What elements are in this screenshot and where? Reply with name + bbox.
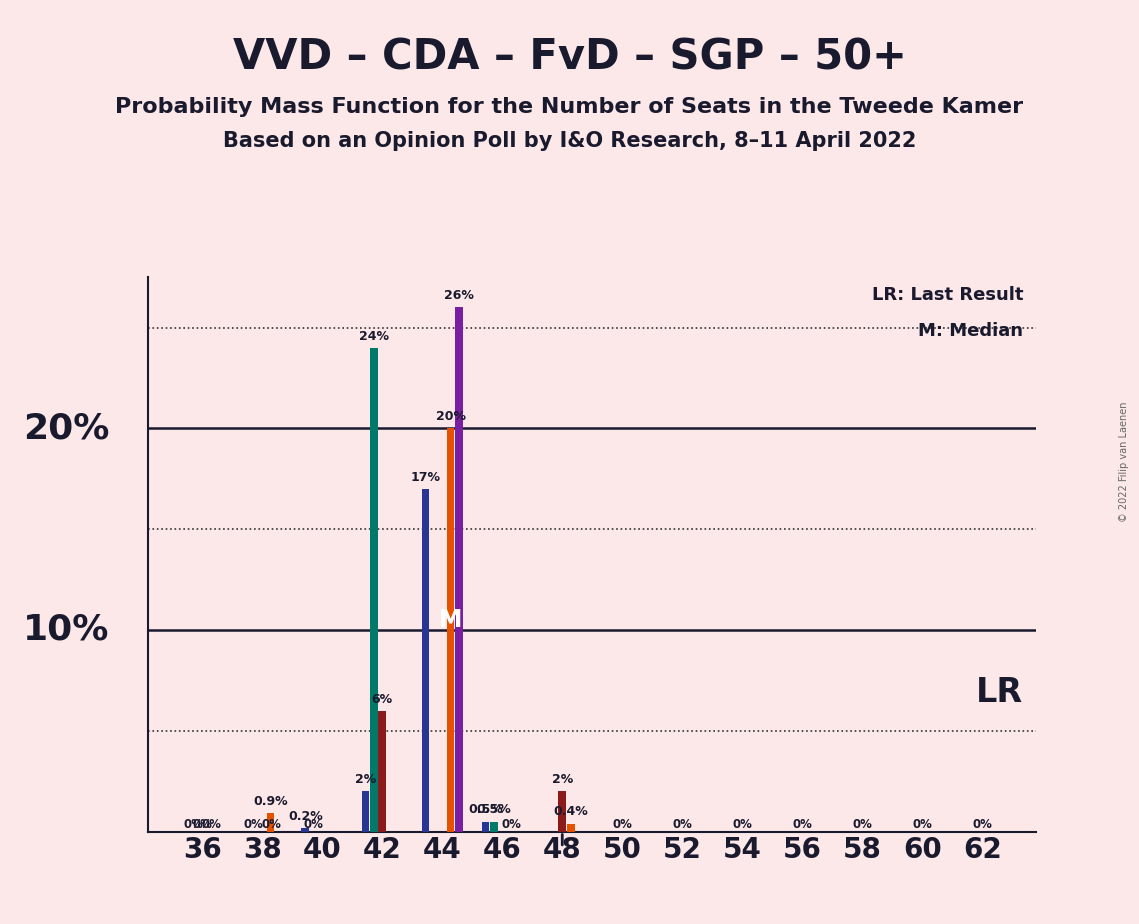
Bar bbox=[302, 828, 309, 832]
Text: 0%: 0% bbox=[303, 818, 323, 831]
Text: VVD – CDA – FvD – SGP – 50+: VVD – CDA – FvD – SGP – 50+ bbox=[232, 37, 907, 79]
Text: 20%: 20% bbox=[23, 411, 109, 445]
Text: 0%: 0% bbox=[501, 818, 522, 831]
Bar bbox=[567, 823, 574, 832]
Text: 17%: 17% bbox=[410, 471, 441, 484]
Text: 0%: 0% bbox=[912, 818, 933, 831]
Bar bbox=[482, 821, 490, 832]
Text: 0.2%: 0.2% bbox=[288, 809, 322, 822]
Text: 2%: 2% bbox=[354, 773, 376, 786]
Bar bbox=[267, 813, 274, 832]
Text: 24%: 24% bbox=[359, 330, 388, 343]
Text: 0%: 0% bbox=[793, 818, 812, 831]
Text: 26%: 26% bbox=[444, 289, 474, 302]
Bar bbox=[446, 429, 454, 832]
Text: 6%: 6% bbox=[371, 693, 393, 706]
Text: M: M bbox=[439, 608, 462, 632]
Text: © 2022 Filip van Laenen: © 2022 Filip van Laenen bbox=[1120, 402, 1129, 522]
Text: 0%: 0% bbox=[672, 818, 693, 831]
Text: 0%: 0% bbox=[613, 818, 632, 831]
Bar bbox=[370, 347, 378, 832]
Text: 0.5%: 0.5% bbox=[468, 804, 502, 817]
Text: Based on an Opinion Poll by I&O Research, 8–11 April 2022: Based on an Opinion Poll by I&O Research… bbox=[223, 131, 916, 152]
Bar bbox=[558, 791, 566, 832]
Text: 2%: 2% bbox=[551, 773, 573, 786]
Text: 0.9%: 0.9% bbox=[253, 796, 288, 808]
Bar bbox=[378, 711, 386, 832]
Text: M: Median: M: Median bbox=[918, 322, 1023, 339]
Text: LR: Last Result: LR: Last Result bbox=[871, 286, 1023, 303]
Text: Probability Mass Function for the Number of Seats in the Tweede Kamer: Probability Mass Function for the Number… bbox=[115, 97, 1024, 117]
Text: 0%: 0% bbox=[183, 818, 203, 831]
Bar bbox=[456, 308, 462, 832]
Bar bbox=[421, 489, 429, 832]
Text: 10%: 10% bbox=[23, 613, 109, 647]
Text: 0.4%: 0.4% bbox=[554, 806, 588, 819]
Bar bbox=[361, 791, 369, 832]
Text: 0%: 0% bbox=[244, 818, 263, 831]
Text: 0%: 0% bbox=[852, 818, 872, 831]
Text: LR: LR bbox=[976, 676, 1023, 710]
Text: 0%: 0% bbox=[261, 818, 281, 831]
Text: 0%: 0% bbox=[192, 818, 212, 831]
Text: 20%: 20% bbox=[435, 410, 466, 423]
Text: 0%: 0% bbox=[732, 818, 752, 831]
Text: 0.5%: 0.5% bbox=[476, 804, 511, 817]
Bar bbox=[490, 821, 498, 832]
Text: 0%: 0% bbox=[202, 818, 221, 831]
Text: 0%: 0% bbox=[973, 818, 992, 831]
